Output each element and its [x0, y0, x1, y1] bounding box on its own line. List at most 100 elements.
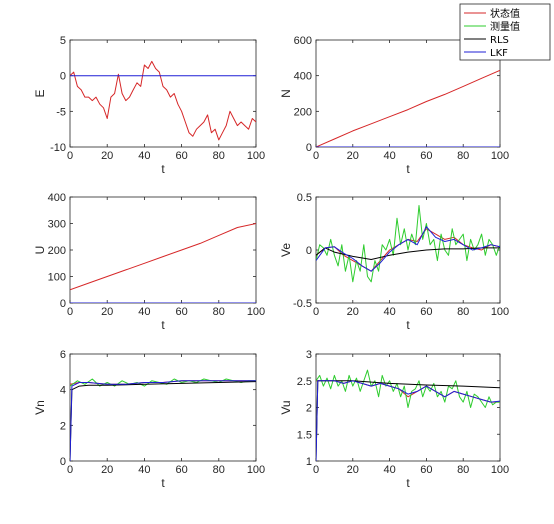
x-tick-label: 100 — [247, 464, 265, 476]
x-tick-label: 20 — [101, 464, 113, 476]
x-tick-label: 40 — [138, 464, 150, 476]
y-tick-label: 2 — [306, 403, 312, 415]
x-tick-label: 80 — [213, 306, 225, 318]
series-line-状态值 — [70, 223, 256, 291]
x-tick-label: 40 — [138, 150, 150, 162]
series-line-RLS — [316, 247, 500, 260]
plot-area — [69, 196, 257, 304]
x-tick-label: 20 — [101, 150, 113, 162]
y-axis-label: N — [279, 89, 293, 98]
plot-area — [69, 39, 257, 148]
y-tick-label: 0 — [306, 142, 312, 154]
x-tick-label: 100 — [491, 464, 509, 476]
x-tick-label: 100 — [247, 150, 265, 162]
x-tick-label: 60 — [175, 464, 187, 476]
series-group — [70, 60, 256, 141]
y-tick-label: 0 — [60, 456, 66, 468]
y-tick-label: 400 — [294, 71, 312, 83]
x-tick-label: 80 — [457, 464, 469, 476]
x-tick-label: 60 — [175, 306, 187, 318]
series-group — [70, 378, 256, 461]
x-axis-label: t — [406, 476, 410, 490]
x-tick-label: 20 — [101, 306, 113, 318]
series-line-RLS — [70, 381, 256, 461]
legend-entry-label: RLS — [490, 35, 509, 46]
series-group — [316, 69, 500, 147]
series-line-状态值 — [316, 69, 500, 147]
y-tick-label: 400 — [48, 192, 66, 204]
x-tick-label: 60 — [175, 150, 187, 162]
legend-entry-label: 状态值 — [490, 7, 520, 20]
x-axis-label: t — [161, 162, 165, 176]
x-axis-label: t — [406, 318, 410, 332]
series-group — [316, 205, 500, 283]
x-tick-label: 60 — [420, 306, 432, 318]
y-tick-label: 0 — [60, 71, 66, 83]
y-tick-label: 3 — [306, 349, 312, 361]
x-tick-label: 40 — [383, 150, 395, 162]
x-tick-label: 60 — [420, 150, 432, 162]
y-tick-label: 100 — [48, 272, 66, 284]
x-tick-label: 0 — [67, 306, 73, 318]
y-tick-label: 2.5 — [297, 376, 312, 388]
series-line-LKF — [316, 226, 500, 272]
y-tick-label: 5 — [60, 35, 66, 47]
x-tick-label: 0 — [67, 464, 73, 476]
x-tick-label: 20 — [347, 464, 359, 476]
x-tick-label: 60 — [420, 464, 432, 476]
legend-entry-label: 测量值 — [490, 20, 520, 33]
plot-area — [69, 353, 257, 462]
x-tick-label: 100 — [491, 150, 509, 162]
y-tick-label: 0 — [306, 245, 312, 257]
series-line-状态值 — [70, 60, 256, 141]
y-tick-label: -0.5 — [293, 298, 312, 310]
y-tick-label: 600 — [294, 35, 312, 47]
y-axis-label: Vn — [33, 400, 47, 415]
legend-entry-label: LKF — [490, 48, 508, 59]
x-tick-label: 40 — [138, 306, 150, 318]
series-line-测量值 — [316, 369, 500, 408]
y-tick-label: -5 — [56, 106, 66, 118]
x-tick-label: 80 — [213, 150, 225, 162]
x-tick-label: 40 — [383, 306, 395, 318]
y-tick-label: 2 — [60, 420, 66, 432]
y-tick-label: 200 — [294, 106, 312, 118]
series-line-LKF — [316, 380, 500, 461]
series-group — [70, 223, 256, 303]
subplot-e: 0 20 40 60 80 100 -10 -5 0 5 t E — [33, 35, 265, 176]
subplot-vu: 0 20 40 60 80 100 1 1.5 2 2.5 3 t Vu — [279, 349, 509, 490]
y-tick-label: -10 — [50, 142, 66, 154]
x-axis-label: t — [406, 162, 410, 176]
y-tick-label: 1.5 — [297, 429, 312, 441]
x-tick-label: 80 — [457, 306, 469, 318]
y-axis-label: Vu — [279, 400, 293, 414]
x-tick-label: 0 — [313, 306, 319, 318]
x-tick-label: 0 — [313, 150, 319, 162]
x-axis-label: t — [161, 318, 165, 332]
x-tick-label: 100 — [247, 306, 265, 318]
x-tick-label: 0 — [67, 150, 73, 162]
y-axis-label: U — [33, 246, 47, 255]
y-axis-label: Ve — [279, 243, 293, 257]
subplot-vn: 0 20 40 60 80 100 0 2 4 6 t Vn — [33, 349, 265, 490]
x-tick-label: 80 — [213, 464, 225, 476]
y-tick-label: 200 — [48, 245, 66, 257]
y-tick-label: 6 — [60, 349, 66, 361]
x-tick-label: 20 — [347, 150, 359, 162]
x-tick-label: 100 — [491, 306, 509, 318]
y-tick-label: 0.5 — [297, 192, 312, 204]
y-axis-label: E — [33, 89, 47, 97]
subplot-u: 0 20 40 60 80 100 0 100 200 300 400 t U — [33, 192, 265, 332]
series-line-LKF — [70, 380, 256, 461]
x-tick-label: 80 — [457, 150, 469, 162]
y-tick-label: 1 — [306, 456, 312, 468]
y-tick-label: 300 — [48, 219, 66, 231]
x-tick-label: 0 — [313, 464, 319, 476]
x-tick-label: 20 — [347, 306, 359, 318]
series-group — [316, 369, 500, 461]
y-tick-label: 4 — [60, 385, 66, 397]
x-tick-label: 40 — [383, 464, 395, 476]
